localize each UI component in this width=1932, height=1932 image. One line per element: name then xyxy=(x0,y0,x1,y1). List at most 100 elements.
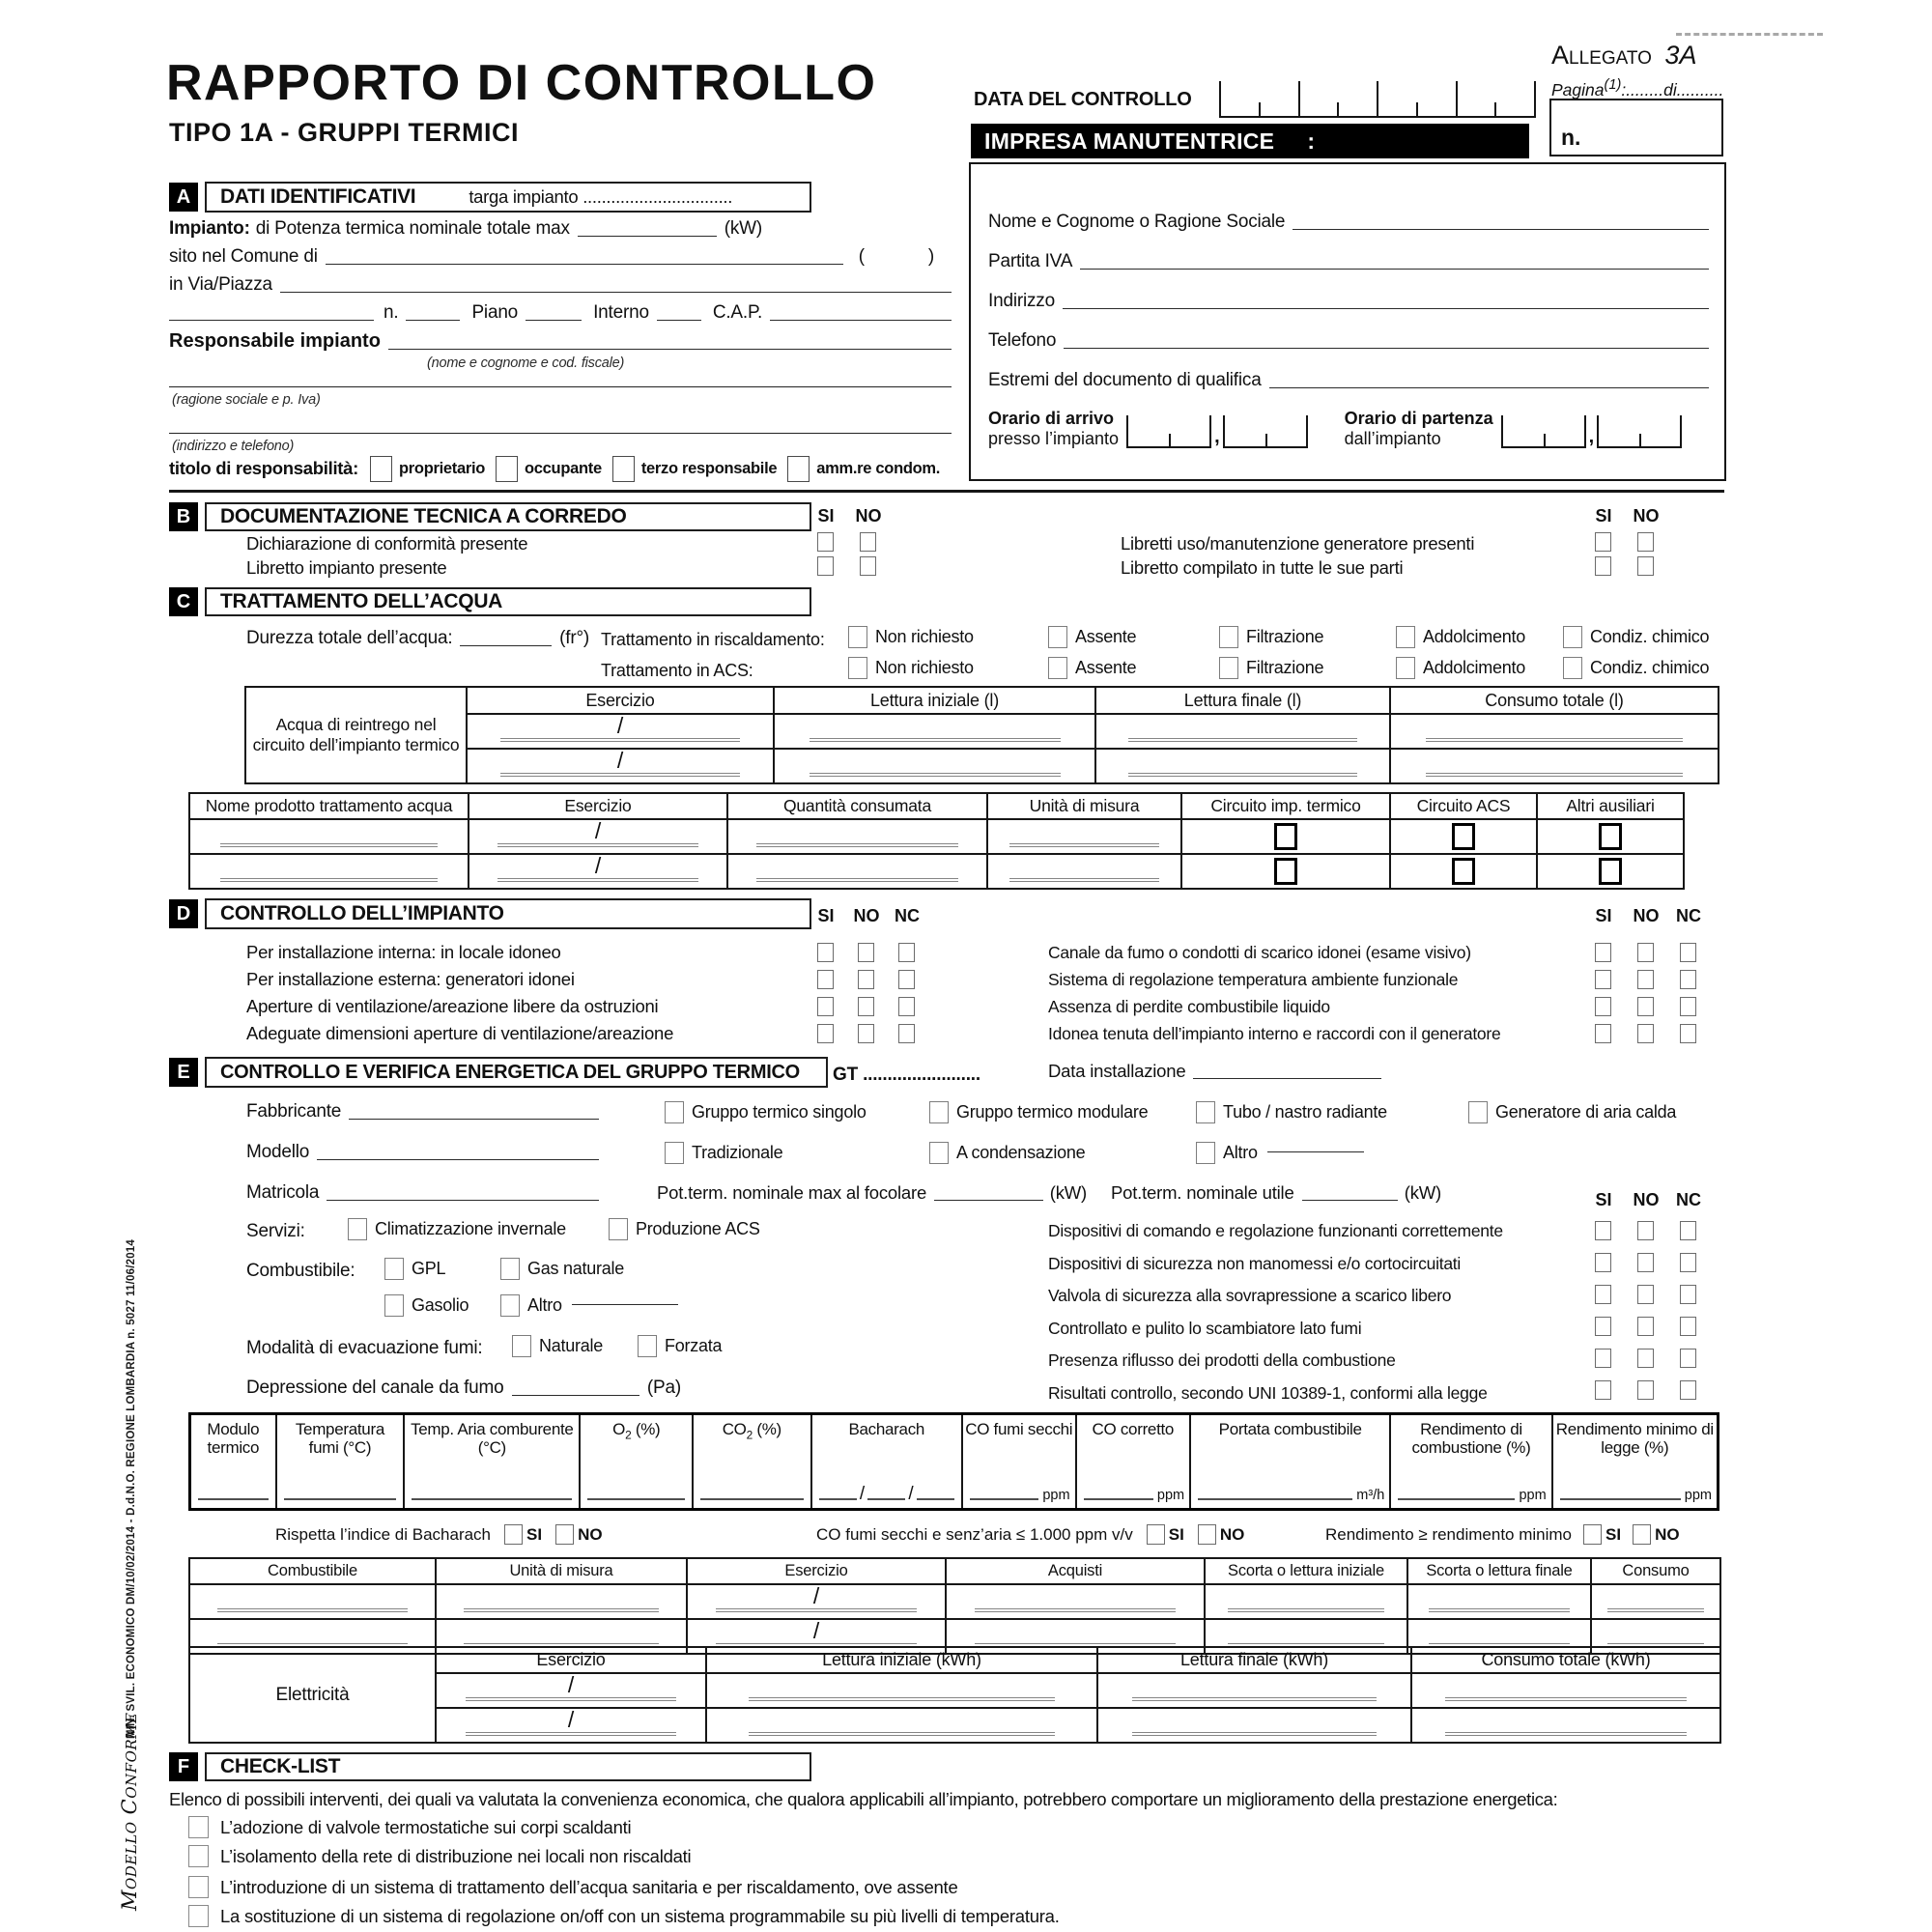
entry-line[interactable] xyxy=(220,843,438,847)
checkbox-assente[interactable] xyxy=(1048,626,1067,648)
cell-esercizio[interactable]: / xyxy=(466,748,775,784)
checkbox-nc[interactable] xyxy=(1680,1349,1696,1368)
checkbox-nc[interactable] xyxy=(1680,943,1696,962)
input-line[interactable] xyxy=(406,319,461,321)
checkbox-non-richiesto[interactable] xyxy=(848,626,867,648)
checkbox-no[interactable] xyxy=(858,1024,874,1043)
checkbox-si[interactable] xyxy=(817,532,834,552)
checkbox-nc[interactable] xyxy=(1680,1285,1696,1304)
entry-line[interactable] xyxy=(1127,738,1358,742)
input-line[interactable] xyxy=(656,319,701,321)
checkbox-circuito-acs[interactable] xyxy=(1452,823,1475,850)
checkbox-si[interactable] xyxy=(1595,970,1611,989)
checkbox-filtrazione[interactable] xyxy=(1219,626,1238,648)
cell-consumo-totale[interactable] xyxy=(1410,1672,1721,1709)
entry-line[interactable] xyxy=(1228,1608,1384,1612)
checkbox-si[interactable] xyxy=(817,943,834,962)
input-line[interactable] xyxy=(1062,307,1709,309)
input-line-responsabile[interactable] xyxy=(387,348,952,350)
cell-nome-prodotto[interactable] xyxy=(188,853,469,890)
cell-lettura-iniziale[interactable] xyxy=(705,1707,1098,1744)
entry-line[interactable] xyxy=(700,1498,804,1500)
cell-unita[interactable] xyxy=(986,818,1182,855)
entry-line[interactable] xyxy=(975,1643,1176,1647)
entry-line[interactable] xyxy=(756,878,958,882)
entry-line[interactable] xyxy=(466,1732,676,1736)
checkbox-si[interactable] xyxy=(817,970,834,989)
checkbox-si[interactable] xyxy=(1583,1524,1602,1545)
cell-esercizio[interactable]: / xyxy=(686,1583,947,1620)
entry-line[interactable] xyxy=(466,1697,676,1701)
entry-line[interactable] xyxy=(1009,878,1159,882)
checkbox-no[interactable] xyxy=(1637,943,1654,962)
input-line-comune[interactable] xyxy=(325,263,843,265)
input-line-matricola[interactable] xyxy=(327,1199,599,1201)
checkbox-assente[interactable] xyxy=(1048,657,1067,679)
checkbox-amm-condom[interactable] xyxy=(787,455,810,482)
checkbox-nc[interactable] xyxy=(898,997,915,1016)
checkbox-si[interactable] xyxy=(1595,943,1611,962)
cell-consumo-totale[interactable] xyxy=(1410,1707,1721,1744)
entry-line[interactable] xyxy=(716,1643,917,1647)
checkbox-no[interactable] xyxy=(858,943,874,962)
entry-line[interactable] xyxy=(1429,1643,1570,1647)
entry-line[interactable] xyxy=(969,1498,1039,1500)
checkbox-nc[interactable] xyxy=(898,943,915,962)
checkbox-tubo-radiante[interactable] xyxy=(1196,1101,1215,1123)
checkbox-forzata[interactable] xyxy=(638,1335,657,1357)
input-line[interactable] xyxy=(1293,228,1709,230)
entry-line[interactable] xyxy=(500,773,740,777)
orario-arrivo-minutes[interactable] xyxy=(1222,415,1308,449)
checkbox-addolcimento[interactable] xyxy=(1396,626,1415,648)
entry-line[interactable] xyxy=(867,1498,906,1500)
checkbox-no[interactable] xyxy=(1637,556,1654,576)
checkbox-no[interactable] xyxy=(1637,1024,1654,1043)
cell-esercizio[interactable]: / xyxy=(468,853,728,890)
checkbox-si[interactable] xyxy=(1595,1317,1611,1336)
cell-lettura-iniziale[interactable] xyxy=(773,748,1096,784)
checkbox-no[interactable] xyxy=(1637,1221,1654,1240)
cell-unita[interactable] xyxy=(986,853,1182,890)
checkbox-si[interactable] xyxy=(1595,1285,1611,1304)
input-line-durezza[interactable] xyxy=(460,644,553,646)
cell-consumo[interactable] xyxy=(1590,1583,1721,1620)
checkbox-climatizzazione[interactable] xyxy=(348,1218,367,1240)
input-line-pot-utile[interactable] xyxy=(1301,1199,1398,1201)
checkbox-si[interactable] xyxy=(504,1524,524,1545)
input-line[interactable] xyxy=(169,319,374,321)
entry-line[interactable] xyxy=(464,1643,659,1647)
entry-line[interactable] xyxy=(916,1498,954,1500)
entry-line[interactable] xyxy=(1127,773,1358,777)
checkbox-nc[interactable] xyxy=(898,1024,915,1043)
entry-line[interactable] xyxy=(500,738,740,742)
checkbox-no[interactable] xyxy=(1637,1349,1654,1368)
cell-acquisti[interactable] xyxy=(945,1583,1206,1620)
entry-line[interactable] xyxy=(220,878,438,882)
targa-impianto-field[interactable]: targa impianto .........................… xyxy=(469,186,733,207)
orario-partenza-minutes[interactable] xyxy=(1597,415,1683,449)
cell-lettura-finale[interactable] xyxy=(1094,713,1391,750)
checkbox-no[interactable] xyxy=(1637,1285,1654,1304)
input-line[interactable] xyxy=(526,319,582,321)
checkbox-no[interactable] xyxy=(1637,1317,1654,1336)
checkbox-si[interactable] xyxy=(1595,1253,1611,1272)
input-line-altro-tipo[interactable] xyxy=(1266,1151,1364,1152)
entry-line[interactable] xyxy=(1429,1608,1570,1612)
entry-line[interactable] xyxy=(216,1608,409,1612)
checkbox-filtrazione[interactable] xyxy=(1219,657,1238,679)
cell-esercizio[interactable]: / xyxy=(466,713,775,750)
entry-line[interactable] xyxy=(464,1608,659,1612)
cell-lettura-iniziale[interactable] xyxy=(705,1672,1098,1709)
entry-line[interactable] xyxy=(412,1498,573,1500)
cell-lettura-finale[interactable] xyxy=(1096,1707,1412,1744)
checkbox-trattamento-acqua[interactable] xyxy=(188,1876,209,1898)
report-number-box[interactable]: n. xyxy=(1549,99,1723,156)
checkbox-no[interactable] xyxy=(1637,1253,1654,1272)
checkbox-si[interactable] xyxy=(1146,1524,1165,1545)
input-line-potenza[interactable] xyxy=(577,235,717,237)
cell-scorta-finale[interactable] xyxy=(1406,1583,1592,1620)
cell-esercizio[interactable]: / xyxy=(435,1672,707,1709)
input-line[interactable] xyxy=(1064,347,1709,349)
cell-lettura-finale[interactable] xyxy=(1094,748,1391,784)
input-line-via[interactable] xyxy=(279,291,952,293)
